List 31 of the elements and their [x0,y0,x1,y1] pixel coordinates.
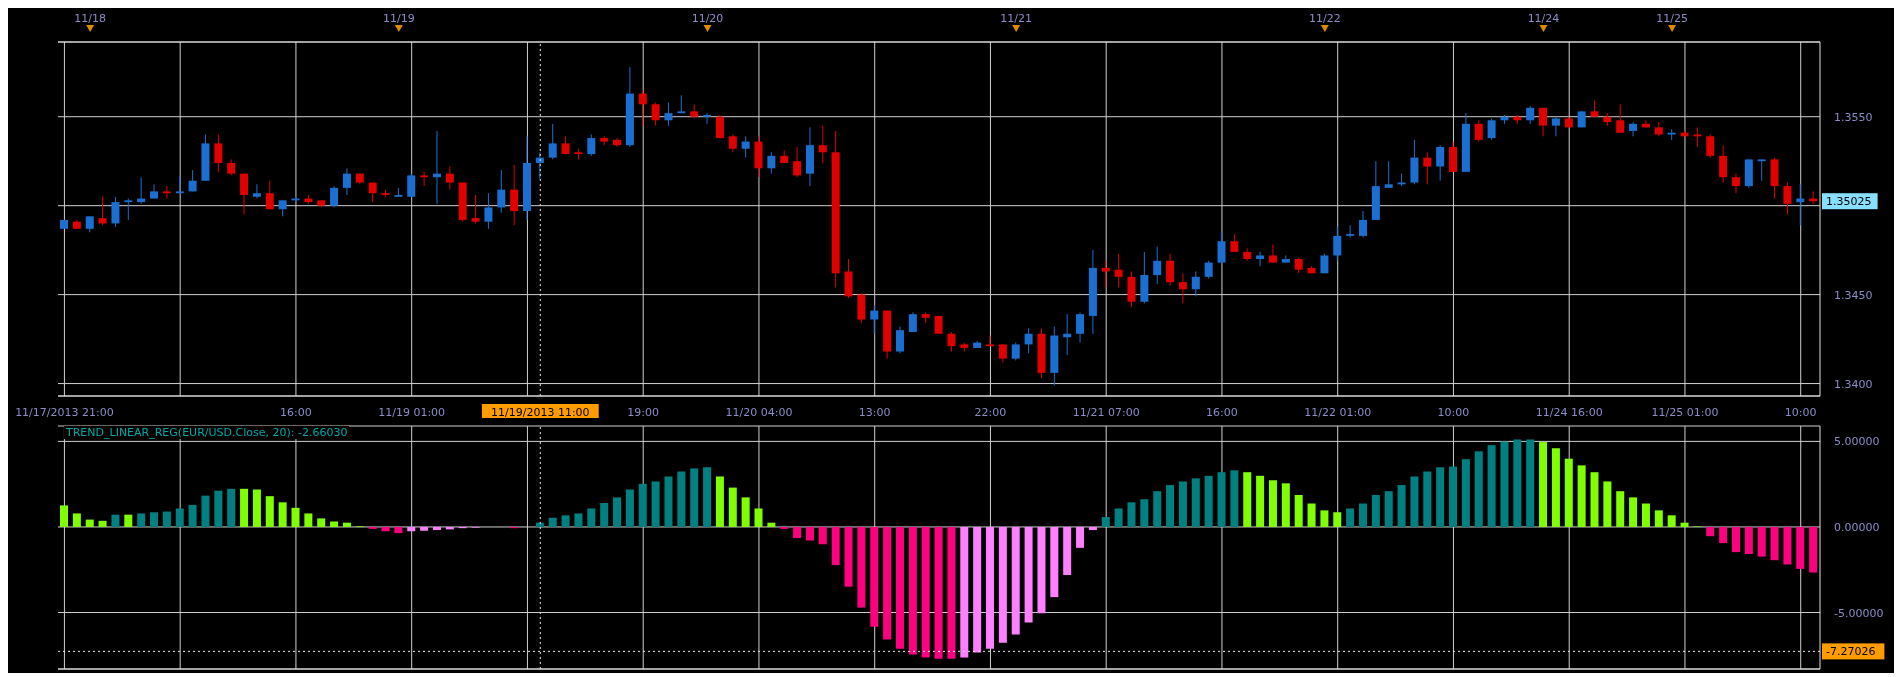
y-tick-label: 1.3450 [1834,288,1873,302]
x-tick-label: 16:00 [1206,406,1238,419]
text: 11/22 [1308,12,1341,25]
x-tick-label: 10:00 [1784,406,1817,419]
y-tick-label: 5.00000 [1834,435,1880,449]
x-tick-label: 10:00 [1437,406,1470,419]
text: 11/19 [382,12,415,25]
text: 11/20 [691,12,724,25]
ref-line-label: -7.27026 [1826,645,1876,659]
x-tick-label: 11/17/2013 21:00 [15,406,114,419]
y-tick-label: 1.3550 [1834,110,1873,124]
x-tick-label: 11/19/2013 11:00 [490,406,590,419]
x-tick-label: 11/25 01:00 [1651,406,1719,419]
text: 11/25 [1656,12,1688,25]
x-tick-label: 11/22 01:00 [1304,406,1372,419]
x-tick-label: 19:00 [627,406,660,419]
x-tick-label: 11/24 16:00 [1535,406,1603,419]
x-tick-label: 13:00 [858,406,891,419]
text: 11/18 [74,12,106,25]
chart-title: TREND_LINEAR_REG(EUR/USD.Close, 20): -2.66030 [64,426,350,439]
text: 11/21 [1000,12,1033,25]
x-tick-label: 11/20 04:00 [725,406,793,419]
x-tick-label: 22:00 [974,406,1007,419]
x-tick-label: 16:00 [280,406,312,419]
x-tick-label: 11/19 01:00 [378,406,446,419]
y-tick-label: -5.00000 [1834,606,1884,620]
y-tick-label: 1.3400 [1834,377,1873,391]
x-tick-label: 11/21 07:00 [1072,406,1140,419]
text: 1.35025 [1826,195,1872,209]
text: 11/24 [1527,12,1560,25]
y-tick-label: 0.00000 [1834,520,1880,534]
